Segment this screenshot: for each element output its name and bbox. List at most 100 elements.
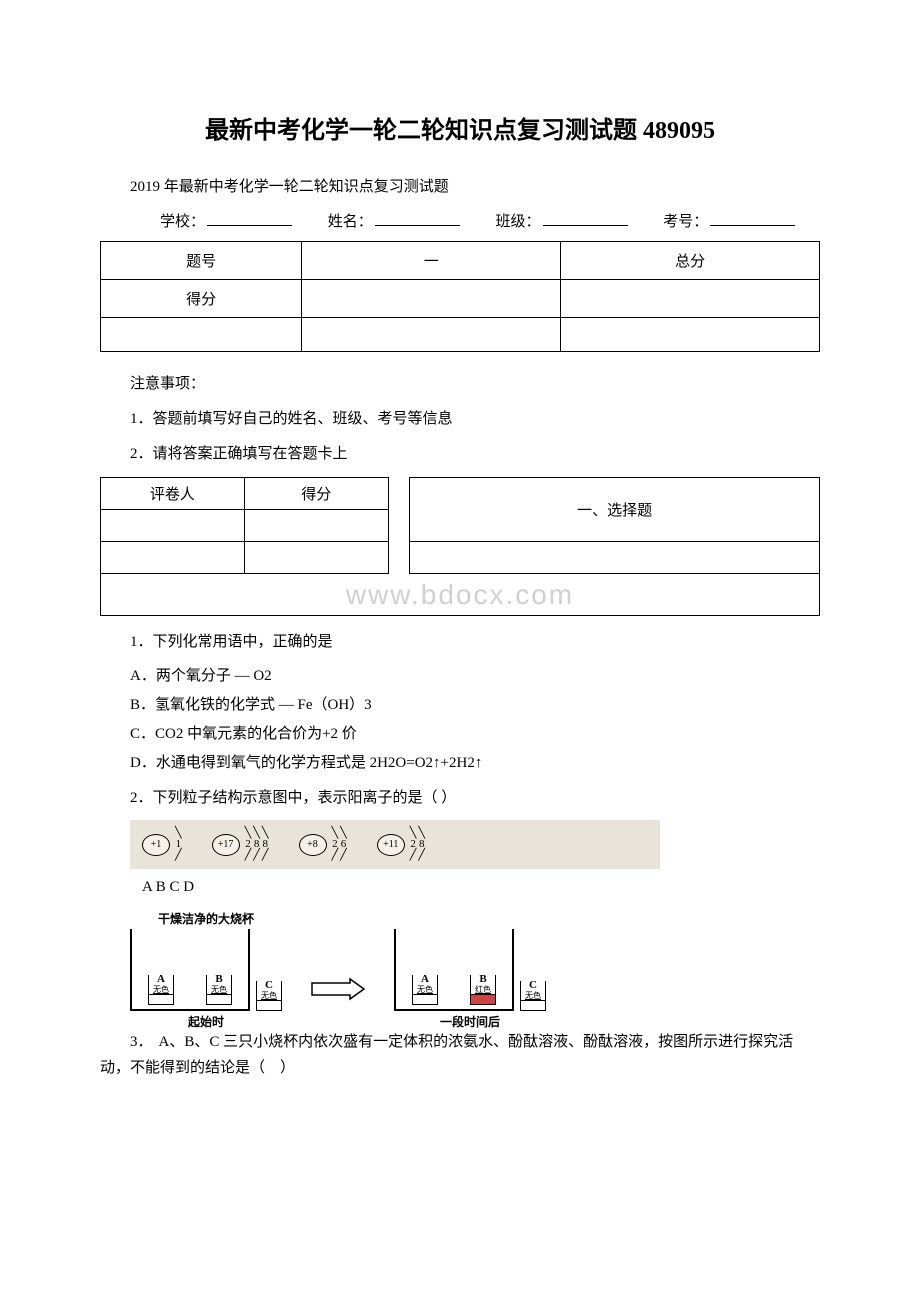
- beaker-state: 无色: [417, 986, 433, 994]
- liquid: [521, 1000, 545, 1010]
- score-cell: [244, 542, 388, 574]
- name-blank: [375, 211, 460, 226]
- nucleus: +8: [299, 834, 327, 856]
- class-label: 班级：: [496, 214, 541, 230]
- q3: 干燥洁净的大烧杯 A 无色 B 无色: [100, 910, 820, 1081]
- q2-diagram: +1 ╲1╱ +17 ╲2╱ ╲8╱ ╲8╱ +8 ╲2╱ ╲6╱ +11 ╲2…: [130, 820, 660, 869]
- meta-cell: [101, 318, 302, 352]
- notes-header: 注意事项：: [100, 372, 820, 393]
- beaker-state: 无色: [261, 992, 277, 1000]
- small-beaker-b: B 无色: [206, 975, 232, 1005]
- beaker-letter: B: [479, 973, 486, 985]
- liquid: [257, 1000, 281, 1010]
- grader-cell: [101, 510, 245, 542]
- shell: ╲2╱: [332, 828, 339, 861]
- atom-diagram-a: +1 ╲1╱: [142, 828, 182, 861]
- meta-cell: 题号: [101, 242, 302, 280]
- q3-tail: A、B、C 三只小烧杯内依次盛有一定体积的浓氨水、酚酞溶液、酚酞溶液，按图所示进…: [100, 1034, 793, 1076]
- school-blank: [207, 211, 292, 226]
- score-cell: [244, 510, 388, 542]
- left-setup: 干燥洁净的大烧杯 A 无色 B 无色: [130, 910, 282, 1030]
- atom-diagram-d: +11 ╲2╱ ╲8╱: [377, 828, 425, 861]
- beaker-state: 红色: [475, 986, 491, 994]
- table-row: [101, 542, 820, 574]
- watermark-text: www.bdocx.com: [101, 574, 820, 616]
- atom-diagram-c: +8 ╲2╱ ╲6╱: [299, 828, 347, 861]
- atom-diagram-b: +17 ╲2╱ ╲8╱ ╲8╱: [212, 828, 269, 861]
- big-beaker: A 无色 B 无色: [130, 929, 250, 1011]
- examno-label: 考号：: [663, 214, 708, 230]
- subtitle: 2019 年最新中考化学一轮二轮知识点复习测试题: [100, 175, 820, 196]
- school-label: 学校：: [160, 214, 205, 230]
- shell: ╲1╱: [175, 828, 182, 861]
- shell: ╲8╱: [253, 828, 260, 861]
- watermark-row: www.bdocx.com: [101, 574, 820, 616]
- shell: ╲8╱: [262, 828, 269, 861]
- grader-cell: [101, 542, 245, 574]
- outside-beaker-c: C 无色: [256, 981, 282, 1011]
- name-label: 姓名：: [328, 214, 373, 230]
- page-title: 最新中考化学一轮二轮知识点复习测试题 489095: [100, 110, 820, 145]
- liquid: [413, 994, 437, 1004]
- meta-table: 题号 一 总分 得分: [100, 241, 820, 352]
- table-row: 评卷人 得分 一、选择题: [101, 478, 820, 510]
- shell: ╲2╱: [410, 828, 417, 861]
- meta-cell: [302, 318, 561, 352]
- table-row: 得分: [101, 280, 820, 318]
- beaker-state: 无色: [211, 986, 227, 994]
- form-line: 学校： 姓名： 班级： 考号：: [100, 210, 820, 231]
- phase-label-right: 一段时间后: [440, 1013, 500, 1030]
- beaker-letter: B: [215, 973, 222, 985]
- q3-figure: 干燥洁净的大烧杯 A 无色 B 无色: [130, 910, 546, 1030]
- outside-beaker-c: C 无色: [520, 981, 546, 1011]
- arrow-icon: [308, 948, 368, 1030]
- q1-option-d: D．水通电得到氧气的化学方程式是 2H2O=O2↑+2H2↑: [100, 751, 820, 772]
- q3-text: 3．A、B、C 三只小烧杯内依次盛有一定体积的浓氨水、酚酞溶液、酚酞溶液，按图所…: [100, 1030, 820, 1081]
- big-beaker-label: 干燥洁净的大烧杯: [158, 910, 254, 927]
- right-setup: A 无色 B 红色 C 无色: [394, 913, 546, 1030]
- q1-option-c: C．CO2 中氧元素的化合价为+2 价: [100, 722, 820, 743]
- section-table: 评卷人 得分 一、选择题 www.bdocx.com: [100, 477, 820, 616]
- big-beaker: A 无色 B 红色: [394, 929, 514, 1011]
- liquid: [149, 994, 173, 1004]
- empty-cell: [410, 542, 820, 574]
- liquid: [471, 994, 495, 1004]
- note-item: 1．答题前填写好自己的姓名、班级、考号等信息: [100, 407, 820, 428]
- phase-label-left: 起始时: [188, 1013, 224, 1030]
- q2-abcd: A B C D: [142, 879, 820, 896]
- shell: ╲8╱: [418, 828, 425, 861]
- nucleus: +1: [142, 834, 170, 856]
- beaker-letter: A: [421, 973, 429, 985]
- nucleus: +11: [377, 834, 405, 856]
- section-title: 一、选择题: [410, 478, 820, 542]
- nucleus: +17: [212, 834, 240, 856]
- q1-stem: 1．下列化常用语中，正确的是: [100, 630, 820, 654]
- q1-option-a: A．两个氧分子 — O2: [100, 664, 820, 685]
- small-beaker-a: A 无色: [148, 975, 174, 1005]
- q1-option-b: B．氢氧化铁的化学式 — Fe（OH）3: [100, 693, 820, 714]
- meta-cell: [561, 280, 820, 318]
- beaker-letter: A: [157, 973, 165, 985]
- small-beaker-b: B 红色: [470, 975, 496, 1005]
- meta-cell: [302, 280, 561, 318]
- beaker-letter: C: [529, 979, 537, 991]
- small-beaker-a: A 无色: [412, 975, 438, 1005]
- class-blank: [543, 211, 628, 226]
- table-row: [101, 318, 820, 352]
- beaker-state: 无色: [153, 986, 169, 994]
- q3-number: 3．: [130, 1034, 153, 1050]
- meta-cell: 一: [302, 242, 561, 280]
- shell: ╲2╱: [245, 828, 252, 861]
- examno-blank: [710, 211, 795, 226]
- beaker-state: 无色: [525, 992, 541, 1000]
- meta-cell: [561, 318, 820, 352]
- shell: ╲6╱: [340, 828, 347, 861]
- liquid: [207, 994, 231, 1004]
- gap-cell: [388, 478, 410, 574]
- q2-stem: 2．下列粒子结构示意图中，表示阳离子的是（ ）: [100, 786, 820, 810]
- table-row: 题号 一 总分: [101, 242, 820, 280]
- note-item: 2．请将答案正确填写在答题卡上: [100, 442, 820, 463]
- meta-cell: 得分: [101, 280, 302, 318]
- grader-header: 评卷人: [101, 478, 245, 510]
- beaker-letter: C: [265, 979, 273, 991]
